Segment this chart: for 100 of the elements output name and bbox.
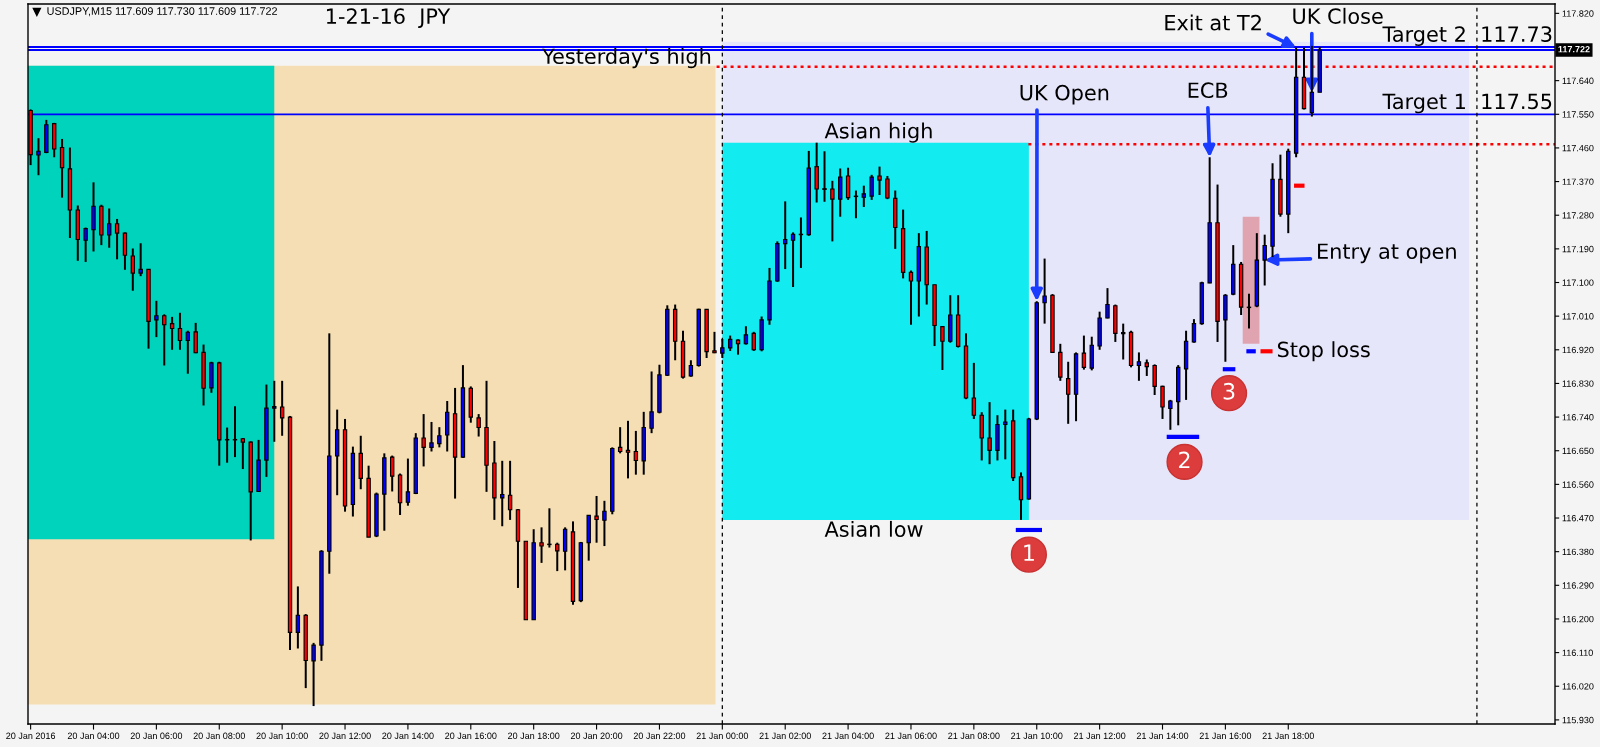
annotation: 1	[1024, 544, 1034, 561]
annotation: UK Open	[1020, 84, 1109, 105]
candlestick	[908, 269, 914, 326]
x-tick-label: 20 Jan 04:00	[67, 732, 120, 739]
candlestick	[940, 325, 945, 371]
candlestick	[154, 299, 159, 339]
candlestick	[853, 189, 859, 220]
candlestick	[130, 247, 136, 292]
candlestick	[830, 179, 835, 243]
y-tick-label: 115.930	[1562, 716, 1594, 724]
candlestick	[1121, 322, 1126, 361]
candlestick	[838, 167, 843, 218]
x-tick-label: 21 Jan 04:00	[822, 732, 874, 739]
candlestick	[476, 413, 481, 438]
y-tick-label: 117.190	[1562, 245, 1594, 253]
y-tick-label: 116.380	[1562, 548, 1594, 556]
candlestick	[272, 379, 277, 443]
x-tick-label: 20 Jan 14:00	[382, 732, 434, 739]
candlestick	[1003, 408, 1008, 461]
candlestick	[869, 173, 874, 201]
annotation: Yesterday's high	[542, 47, 711, 69]
annotation: USDJPY,M15 117.609 117.730 117.609 117.722	[47, 7, 277, 17]
x-tick-label: 21 Jan 10:00	[1011, 732, 1063, 739]
y-tick-label: 116.920	[1562, 346, 1594, 354]
x-tick-label: 20 Jan 10:00	[256, 732, 308, 739]
candlestick	[633, 429, 639, 476]
ref-line-label: Target 1 117.55	[1382, 93, 1552, 114]
ref-line-label: Target 2 117.73	[1382, 26, 1552, 46]
candlestick	[1105, 287, 1110, 320]
candlestick	[783, 200, 788, 271]
y-tick-label: 116.020	[1562, 683, 1594, 690]
x-tick-label: 20 Jan 22:00	[633, 732, 686, 739]
annotation: Asian low	[824, 520, 923, 538]
y-tick-label: 116.740	[1562, 414, 1594, 421]
candlestick	[169, 315, 175, 351]
candlestick	[1018, 471, 1024, 521]
candlestick	[751, 330, 756, 352]
x-tick-label: 21 Jan 08:00	[948, 732, 1000, 739]
candlestick	[500, 459, 505, 528]
candlestick	[877, 165, 882, 197]
y-tick-label: 116.200	[1562, 615, 1594, 623]
candlestick	[1089, 335, 1094, 372]
y-tick-label: 117.010	[1562, 313, 1594, 320]
candlestick	[1081, 334, 1087, 371]
candlestick	[1136, 351, 1142, 382]
y-tick-label: 116.650	[1562, 447, 1594, 455]
candlestick	[36, 137, 41, 177]
annotation: Stop loss	[1277, 341, 1370, 362]
candlestick	[649, 370, 654, 435]
x-tick-label: 20 Jan 08:00	[193, 732, 246, 739]
x-tick-label: 20 Jan 2016	[6, 732, 56, 739]
y-tick-label: 117.550	[1562, 111, 1594, 118]
candlestick	[1042, 257, 1047, 325]
candlestick	[445, 400, 450, 453]
candlestick	[193, 321, 198, 355]
candlestick	[311, 641, 316, 708]
candlestick	[1262, 233, 1267, 287]
y-tick-label: 117.820	[1562, 10, 1594, 17]
y-tick-label: 117.370	[1562, 178, 1594, 185]
candlestick	[295, 585, 301, 650]
candlestick	[122, 231, 128, 271]
x-tick-label: 21 Jan 02:00	[759, 732, 811, 739]
candlestick	[437, 426, 442, 449]
candlestick	[555, 541, 560, 573]
candlestick	[59, 137, 65, 199]
annotation: 3	[1223, 382, 1235, 400]
candlestick	[1191, 318, 1197, 344]
y-tick-label: 117.100	[1562, 279, 1594, 286]
candlestick	[1065, 360, 1071, 425]
candlestick	[1168, 398, 1173, 431]
candlestick	[83, 226, 88, 263]
x-tick-label: 21 Jan 14:00	[1136, 732, 1189, 739]
candlestick	[107, 207, 112, 249]
y-tick-label: 116.110	[1562, 649, 1593, 656]
x-tick-label: 20 Jan 18:00	[508, 732, 560, 739]
candlestick	[617, 426, 623, 455]
candlestick	[405, 457, 411, 507]
y-tick-label: 116.830	[1562, 380, 1594, 387]
x-tick-label: 20 Jan 12:00	[319, 732, 371, 739]
y-tick-label: 116.560	[1562, 481, 1594, 488]
candlestick	[224, 426, 230, 464]
x-tick-label: 21 Jan 00:00	[696, 732, 749, 739]
x-tick-label: 20 Jan 16:00	[445, 732, 497, 739]
x-tick-label: 20 Jan 20:00	[570, 732, 623, 739]
candlestick	[594, 494, 599, 544]
y-tick-label: 117.640	[1562, 77, 1594, 84]
candlestick	[138, 242, 143, 278]
candlestick	[987, 401, 992, 466]
y-tick-label: 116.470	[1562, 514, 1594, 522]
candlestick	[429, 420, 434, 453]
x-tick-label: 21 Jan 12:00	[1073, 732, 1126, 739]
y-tick-label: 117.280	[1562, 212, 1594, 219]
annotation: UK Close	[1293, 7, 1383, 24]
candlestick	[861, 184, 867, 208]
candlestick	[562, 526, 568, 572]
candlestick	[539, 526, 544, 564]
candlestick	[114, 217, 120, 261]
annotation: Asian high	[824, 122, 932, 143]
candlestick	[743, 325, 749, 346]
candlestick	[547, 507, 552, 549]
